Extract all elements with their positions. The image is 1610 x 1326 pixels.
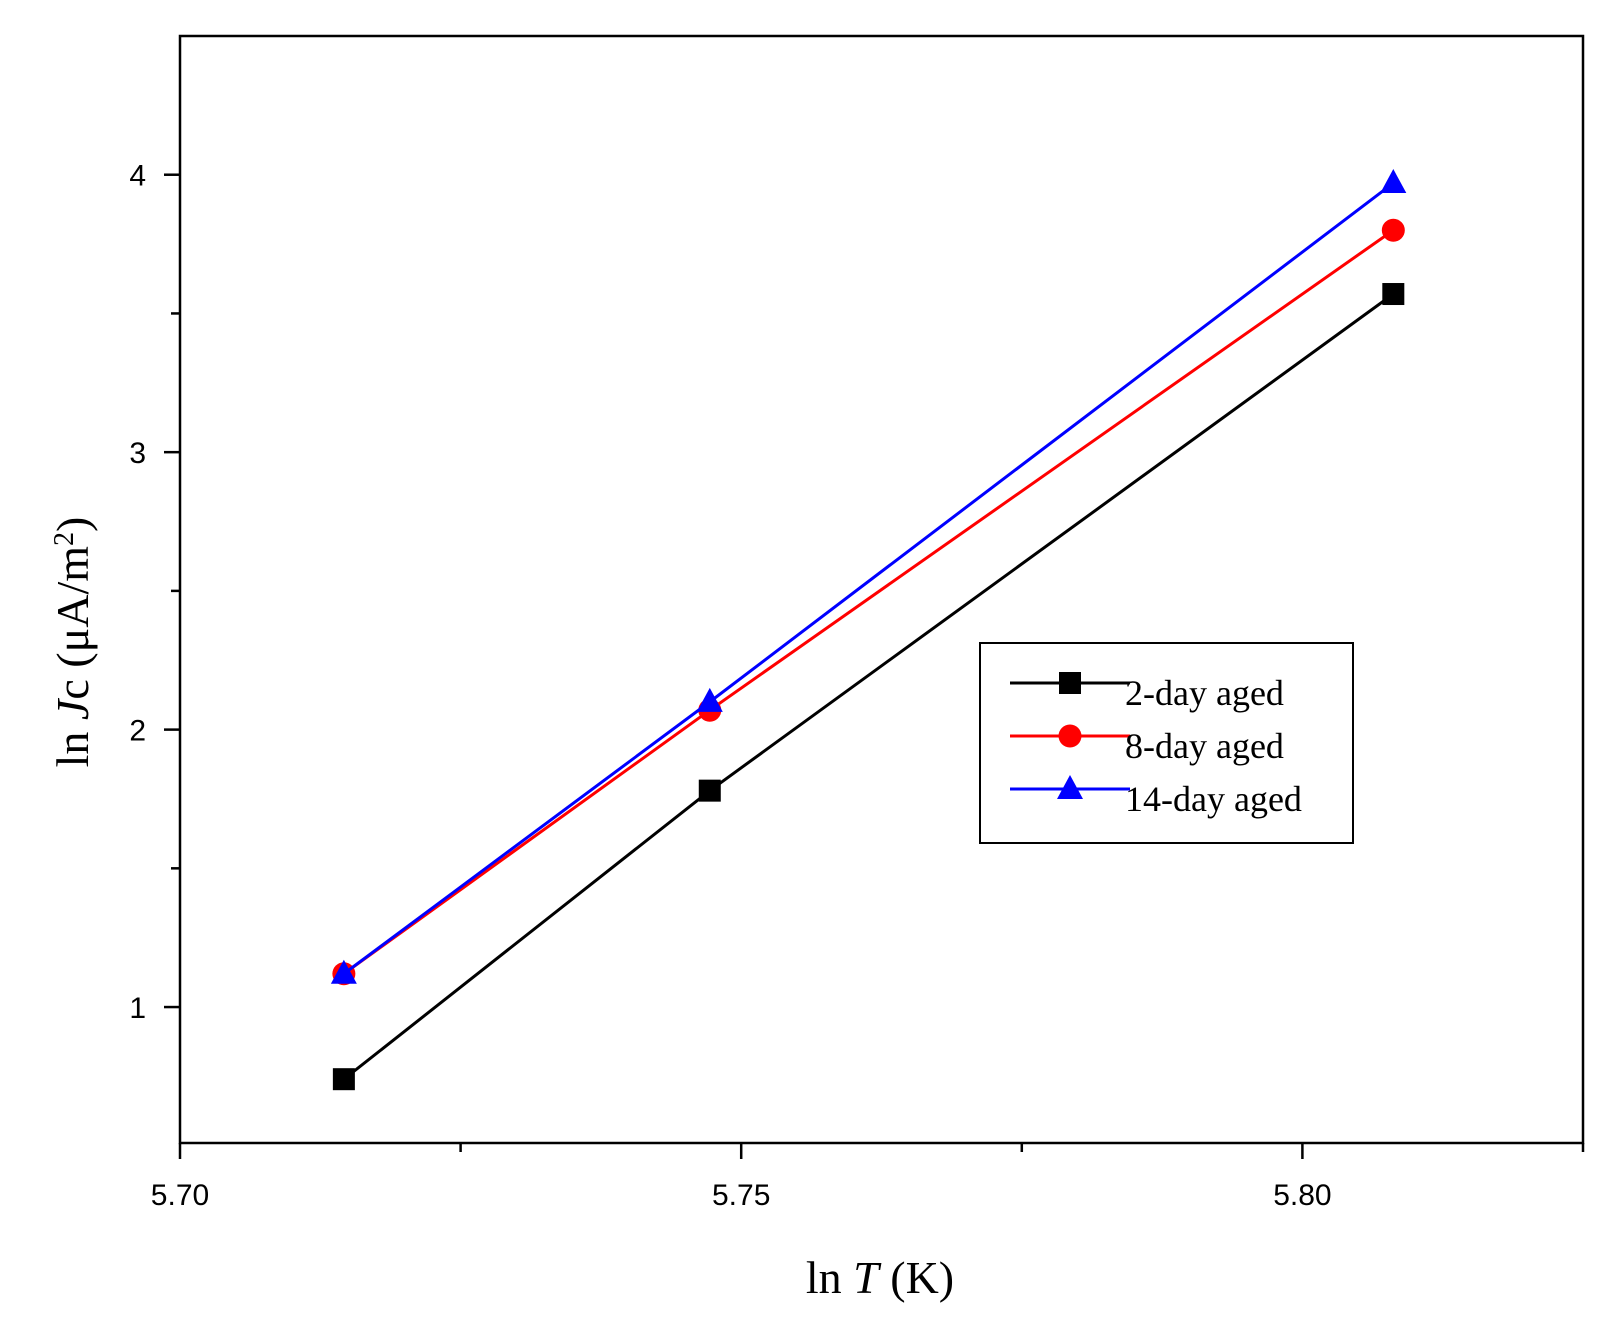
legend: 2-day aged 8-day aged 14-day aged <box>979 642 1354 844</box>
x-tick-label: 5.70 <box>151 1179 209 1212</box>
data-point <box>1380 169 1407 194</box>
x-tick-label: 5.75 <box>712 1179 770 1212</box>
legend-box <box>979 642 1354 844</box>
y-tick-label: 4 <box>129 160 146 193</box>
data-point <box>1381 218 1405 242</box>
series-1 <box>332 283 1405 1091</box>
legend-marker <box>1057 775 1083 799</box>
data-point <box>330 959 357 984</box>
y-tick-label: 2 <box>129 715 146 748</box>
axes: 5.70 5.75 5.80 1 2 3 4 <box>129 34 1585 1212</box>
legend-label: 8-day aged <box>1125 726 1284 766</box>
series-3 <box>330 169 1407 984</box>
x-axis-title: ln T (K) <box>806 1252 954 1303</box>
data-point <box>1382 283 1405 306</box>
series-line <box>342 228 1395 975</box>
x-tick-label: 5.80 <box>1273 1179 1331 1212</box>
legend-label: 14-day aged <box>1125 779 1302 819</box>
y-axis-title: ln Jc (μA/m2) <box>47 517 98 768</box>
series-layer <box>330 169 1407 1091</box>
y-tick-label: 1 <box>129 992 146 1025</box>
legend-marker <box>1058 724 1082 748</box>
series-line <box>342 181 1395 975</box>
y-tick-label: 3 <box>129 437 146 470</box>
plot-frame <box>178 34 1585 1145</box>
legend-marker <box>1059 672 1081 694</box>
data-point <box>696 687 723 712</box>
data-point <box>698 779 721 802</box>
data-point <box>332 1068 355 1091</box>
series-2 <box>332 218 1405 986</box>
legend-label: 2-day aged <box>1125 673 1284 713</box>
